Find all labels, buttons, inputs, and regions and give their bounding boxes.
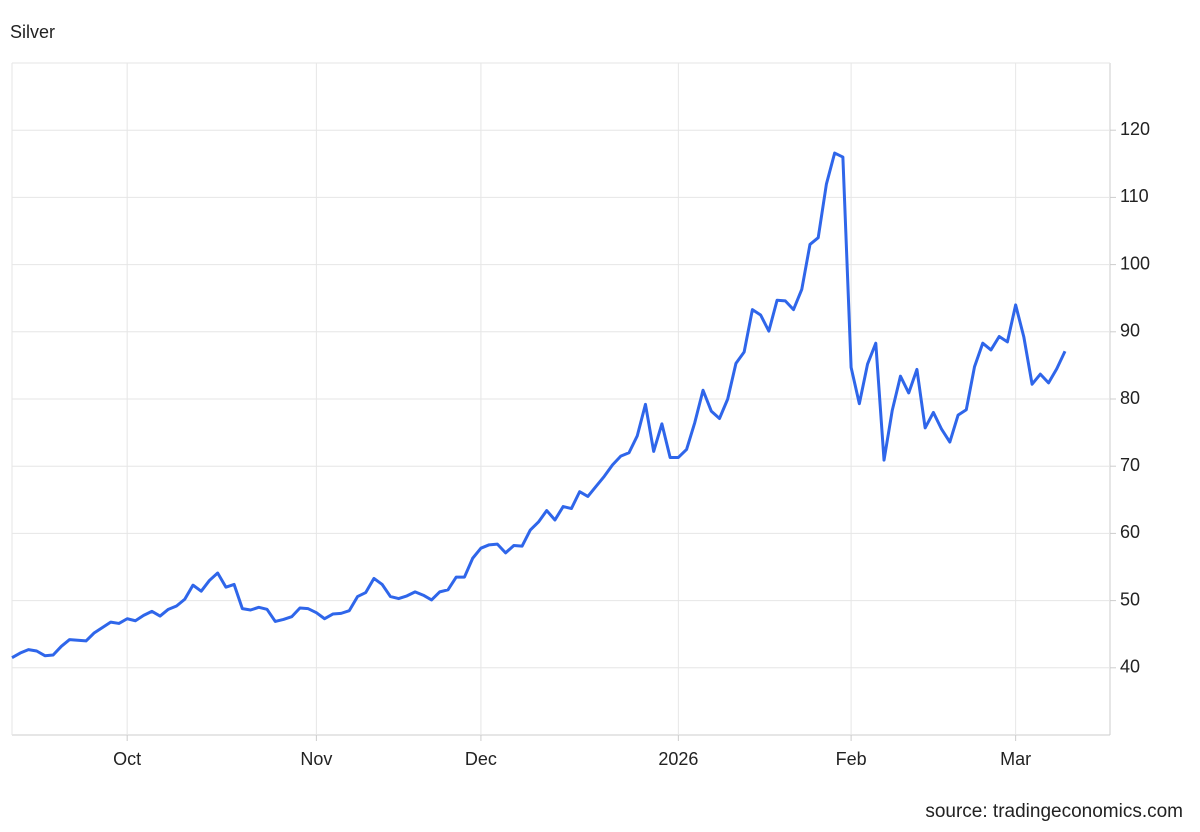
x-tick-label: Feb xyxy=(836,749,867,769)
y-tick-label: 110 xyxy=(1120,186,1149,206)
x-tick-label: Nov xyxy=(300,749,332,769)
y-tick-label: 120 xyxy=(1120,119,1150,139)
y-tick-label: 60 xyxy=(1120,522,1140,542)
chart-title: Silver xyxy=(10,22,55,42)
y-tick-label: 40 xyxy=(1120,657,1140,677)
x-tick-label: Oct xyxy=(113,749,141,769)
y-tick-label: 90 xyxy=(1120,321,1140,341)
y-tick-label: 80 xyxy=(1120,388,1140,408)
y-tick-label: 50 xyxy=(1120,589,1140,609)
source: source: tradingeconomics.com xyxy=(925,801,1183,822)
y-tick-label: 100 xyxy=(1120,253,1150,273)
x-tick-label: Mar xyxy=(1000,749,1031,769)
price-line xyxy=(11,151,1067,660)
y-tick-label: 70 xyxy=(1120,455,1140,475)
x-tick-label: Dec xyxy=(465,749,497,769)
x-tick-label: 2026 xyxy=(658,749,698,769)
